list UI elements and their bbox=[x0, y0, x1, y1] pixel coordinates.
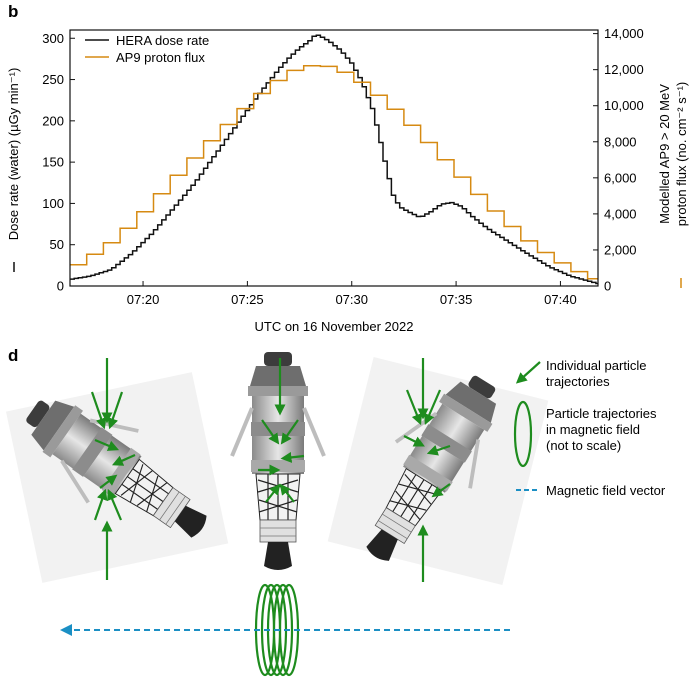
trajectory-arrow bbox=[265, 483, 281, 503]
trajectories-left bbox=[90, 358, 136, 580]
trajectory-arrow bbox=[261, 419, 280, 445]
trajectory-arrow bbox=[426, 444, 451, 456]
legend-field-2: in magnetic field bbox=[546, 422, 640, 437]
x-tick-label: 07:25 bbox=[231, 292, 264, 307]
trajectory-arrow bbox=[107, 391, 124, 430]
y-axis-left-title-group: Dose rate (water) (µGy min⁻¹) bbox=[6, 68, 21, 272]
y-axis-right-title-1: Modelled AP9 > 20 MeV bbox=[657, 84, 672, 224]
y-right-tick-label: 2,000 bbox=[604, 242, 637, 257]
trajectory-arrow bbox=[424, 389, 442, 426]
trajectory-arrow bbox=[93, 488, 108, 521]
plot-frame bbox=[69, 29, 599, 287]
trajectory-arrow bbox=[280, 451, 305, 463]
y-axis-right-title-group: Modelled AP9 > 20 MeV proton flux (no. c… bbox=[657, 82, 689, 288]
x-tick-label: 07:35 bbox=[440, 292, 473, 307]
trajectory-arrow bbox=[94, 438, 120, 451]
x-tick-label: 07:20 bbox=[127, 292, 160, 307]
legend-field-1: Particle trajectories bbox=[546, 406, 657, 421]
legend-individual-2: trajectories bbox=[546, 374, 610, 389]
trajectory-arrow bbox=[431, 483, 451, 498]
trajectory-arrow bbox=[279, 483, 295, 503]
trajectory-arrow bbox=[107, 488, 123, 521]
trajectory-arrow bbox=[111, 453, 136, 466]
y-left-tick-label: 250 bbox=[42, 72, 64, 87]
y-right-tick-label: 12,000 bbox=[604, 62, 644, 77]
y-left-tick-label: 200 bbox=[42, 113, 64, 128]
trajectory-arrow bbox=[99, 474, 118, 489]
spacecraft-left bbox=[5, 358, 230, 583]
y-left-tick-label: 0 bbox=[57, 279, 64, 294]
spacecraft-center-model bbox=[230, 350, 326, 572]
y-right-tick-label: 0 bbox=[604, 279, 611, 294]
series-line-ap9-proton-flux bbox=[70, 64, 598, 280]
trajectories-center bbox=[258, 358, 305, 503]
trajectory-arrow bbox=[403, 435, 425, 447]
panel-label-d: d bbox=[8, 346, 18, 365]
trajectory-arrow bbox=[405, 389, 423, 426]
trajectory-arrow bbox=[90, 391, 107, 430]
y-right-tick-label: 8,000 bbox=[604, 134, 637, 149]
panel-label-b: b bbox=[8, 2, 18, 21]
series-line-hera-dose-rate bbox=[70, 34, 598, 285]
y-left-tick-label: 50 bbox=[50, 237, 64, 252]
y-right-tick-label: 6,000 bbox=[604, 170, 637, 185]
legend-trajectory-icon bbox=[515, 361, 541, 384]
spacecraft-center bbox=[230, 350, 326, 677]
legend-vector: Magnetic field vector bbox=[546, 483, 666, 498]
y-left-tick-label: 150 bbox=[42, 155, 64, 170]
y-axis-left-title: Dose rate (water) (µGy min⁻¹) bbox=[6, 68, 21, 241]
legend-individual-1: Individual particle bbox=[546, 358, 646, 373]
legend-field-3: (not to scale) bbox=[546, 438, 621, 453]
y-left-tick-label: 100 bbox=[42, 196, 64, 211]
chart-legend: HERA dose rate AP9 proton flux bbox=[85, 33, 209, 65]
legend-label-ap9: AP9 proton flux bbox=[116, 50, 205, 65]
y-left-tick-label: 300 bbox=[42, 31, 64, 46]
x-tick-label: 07:30 bbox=[335, 292, 368, 307]
x-tick-label: 07:40 bbox=[544, 292, 577, 307]
diagram-legend: Individual particle trajectories Particl… bbox=[513, 358, 666, 498]
y-axis-right-title-2: proton flux (no. cm⁻² s⁻¹) bbox=[674, 82, 689, 226]
y-right-tick-label: 4,000 bbox=[604, 206, 637, 221]
dose-rate-chart: 07:20 07:25 07:30 07:35 07:40 0 50 100 150 200 25… bbox=[6, 26, 689, 334]
y-right-tick-label: 14,000 bbox=[604, 26, 644, 41]
legend-coil-icon bbox=[513, 400, 533, 468]
legend-label-hera: HERA dose rate bbox=[116, 33, 209, 48]
trajectories-right bbox=[403, 358, 451, 582]
spacecraft-right bbox=[327, 356, 549, 585]
trajectory-arrow bbox=[280, 419, 299, 445]
y-right-tick-label: 10,000 bbox=[604, 98, 644, 113]
x-axis-title: UTC on 16 November 2022 bbox=[255, 319, 414, 334]
